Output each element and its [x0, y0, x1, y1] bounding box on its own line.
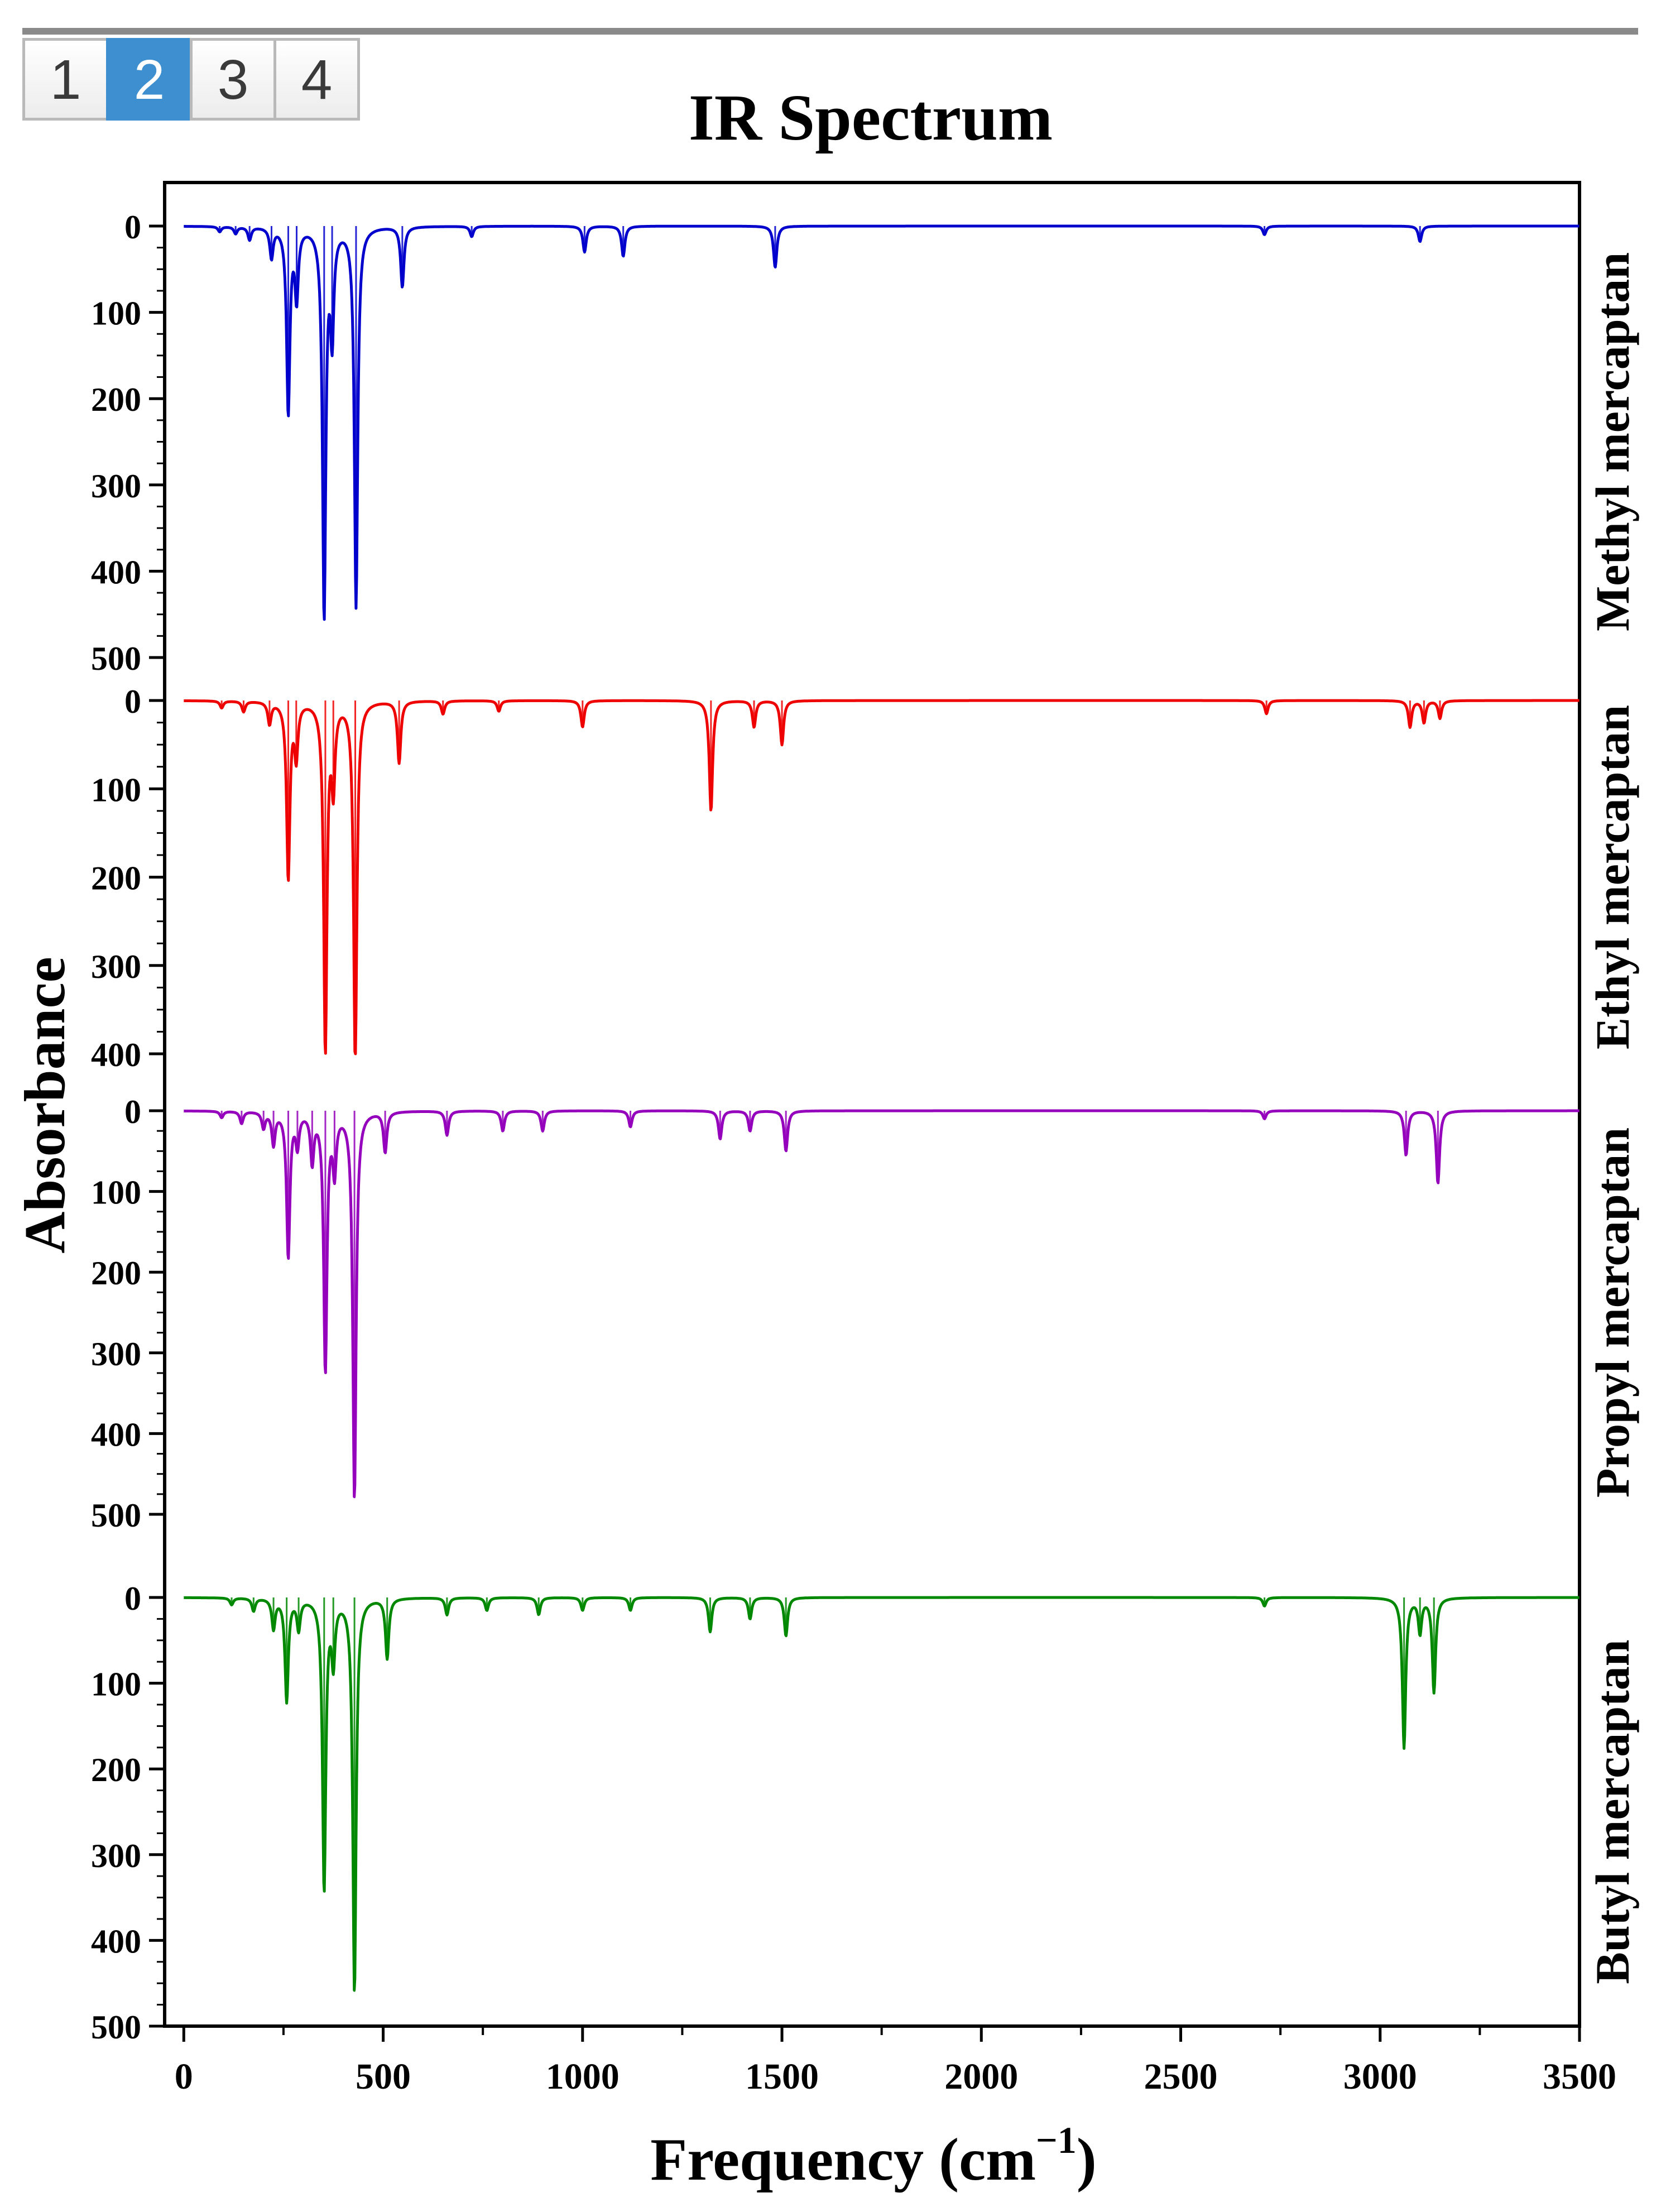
x-axis-label: Frequency (cm−1): [650, 2119, 1097, 2193]
series-label-1: Methyl mercaptan: [1586, 252, 1639, 631]
y-tick-label: 300: [91, 1837, 141, 1874]
series-label-4: Butyl mercaptan: [1586, 1639, 1639, 1984]
y-tick-label: 200: [91, 381, 141, 418]
y-tick-label: 400: [91, 554, 141, 591]
x-tick-label: 3000: [1343, 2056, 1417, 2097]
y-tick-label: 500: [91, 640, 141, 677]
y-tick-label: 300: [91, 1336, 141, 1373]
x-axis-label-close: ): [1077, 2127, 1097, 2193]
x-tick-label: 2500: [1144, 2056, 1218, 2097]
spectrum-line-4: [183, 1596, 1581, 1992]
y-tick-label: 100: [91, 295, 141, 332]
page-tab-3[interactable]: 3: [190, 38, 276, 121]
x-tick-label: 1500: [745, 2056, 819, 2097]
x-axis-label-superscript: −1: [1036, 2119, 1077, 2161]
y-tick-label: 100: [91, 1666, 141, 1703]
y-tick-label: 0: [124, 209, 141, 246]
y-tick-label: 400: [91, 1037, 141, 1073]
series-label-2: Ethyl mercaptan: [1586, 705, 1639, 1049]
plot-area: 0 500 1000 1500 2000 2500 3000 3500010020030040…: [91, 181, 1639, 2097]
y-tick-label: 0: [124, 1580, 141, 1617]
y-tick-label: 100: [91, 1174, 141, 1211]
y-tick-label: 500: [91, 2009, 141, 2046]
top-divider: [22, 28, 1638, 35]
y-tick-label: 0: [124, 683, 141, 720]
y-tick-label: 0: [124, 1093, 141, 1130]
y-tick-label: 200: [91, 1255, 141, 1292]
x-tick-label: 2000: [944, 2056, 1018, 2097]
spectrum-line-2: [183, 699, 1581, 1055]
y-tick-label: 500: [91, 1497, 141, 1534]
chart-title: IR Spectrum: [689, 81, 1053, 154]
x-tick-label: 500: [356, 2056, 411, 2097]
y-tick-label: 400: [91, 1923, 141, 1960]
x-tick-label: 0: [175, 2056, 193, 2097]
x-axis-label-text: Frequency (cm: [650, 2127, 1036, 2193]
y-tick-label: 400: [91, 1416, 141, 1453]
page-tab-4[interactable]: 4: [273, 38, 360, 121]
y-tick-label: 100: [91, 771, 141, 808]
plot-frame: [163, 181, 1581, 2028]
y-tick-label: 300: [91, 948, 141, 985]
y-tick-label: 300: [91, 468, 141, 505]
x-tick-label: 3500: [1543, 2056, 1616, 2097]
y-tick-label: 200: [91, 1752, 141, 1788]
x-tick-label: 1000: [546, 2056, 620, 2097]
series-label-3: Propyl mercaptan: [1586, 1127, 1639, 1498]
y-axis-label: Absorbance: [13, 957, 77, 1254]
spectrum-line-1: [183, 224, 1581, 621]
spectrum-line-3: [183, 1109, 1581, 1498]
page-tabs: 1 2 3 4: [22, 38, 360, 121]
y-tick-label: 200: [91, 860, 141, 897]
